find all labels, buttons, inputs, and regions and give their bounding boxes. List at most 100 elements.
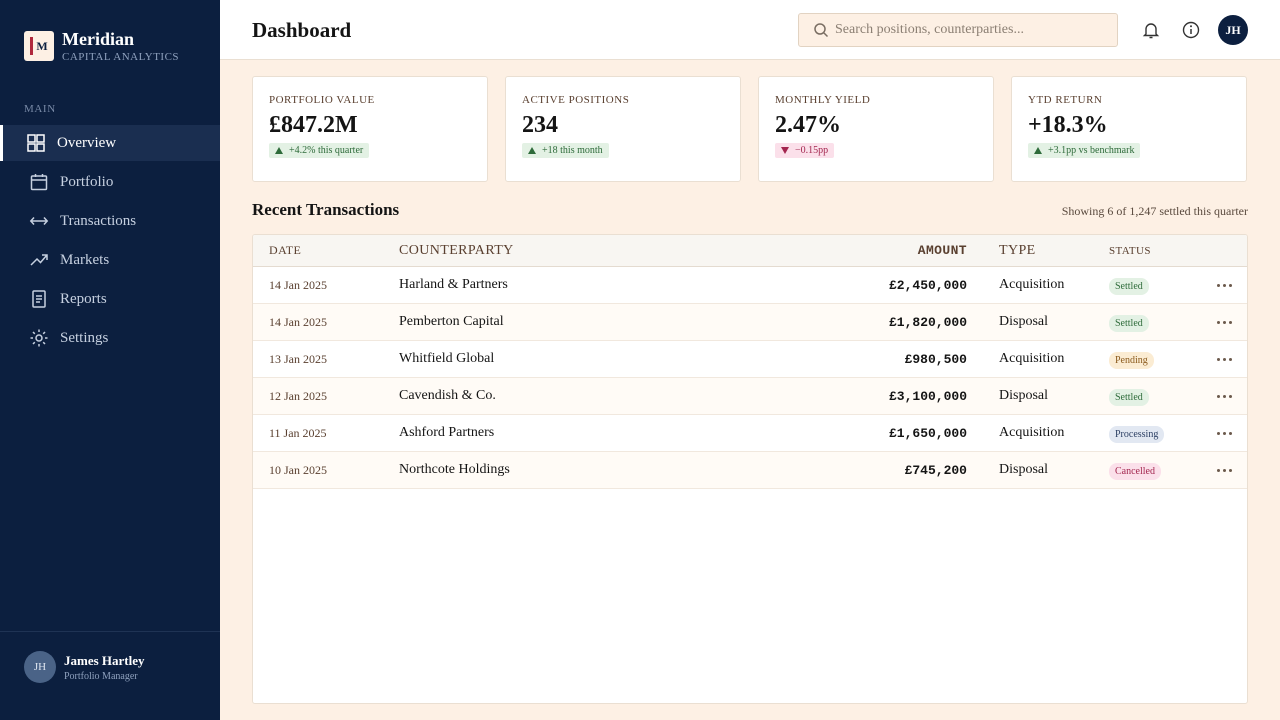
brand-tagline: CAPITAL ANALYTICS xyxy=(62,51,180,63)
type: Disposal xyxy=(999,314,1048,329)
date: 12 Jan 2025 xyxy=(269,388,327,403)
status-badge: Cancelled xyxy=(1109,462,1161,480)
counterparty: Ashford Partners xyxy=(399,425,495,440)
date: 14 Jan 2025 xyxy=(269,314,327,329)
dot xyxy=(1217,394,1220,398)
type: Disposal xyxy=(999,388,1048,403)
row-menu[interactable] xyxy=(1217,320,1232,324)
column-header: COUNTERPARTY xyxy=(399,242,514,258)
nav-icon xyxy=(27,134,45,152)
row-menu[interactable] xyxy=(1217,283,1232,287)
kpi-card: YTD RETURN +18.3% +3.1pp vs benchmark xyxy=(1011,76,1247,182)
table-row: 13 Jan 2025 Whitfield Global £980,500 Acqui… xyxy=(253,341,1247,378)
counterparty: Whitfield Global xyxy=(399,351,495,366)
status-badge: Pending xyxy=(1109,351,1154,369)
user-role: Portfolio Manager xyxy=(64,670,138,682)
amount: £745,200 xyxy=(904,462,967,478)
search[interactable]: Search positions, counterparties... xyxy=(798,13,1118,47)
kpi-delta: +3.1pp vs benchmark xyxy=(1028,143,1141,158)
row-menu[interactable] xyxy=(1217,431,1232,435)
amount: £1,820,000 xyxy=(888,314,967,330)
notifications[interactable] xyxy=(1141,20,1161,40)
brand-name: Meridian xyxy=(62,29,134,49)
status-cell: Cancelled xyxy=(1092,461,1192,480)
nav-item[interactable]: Reports xyxy=(0,281,220,317)
search-icon xyxy=(814,23,829,38)
status-cell: Processing xyxy=(1092,424,1192,443)
nav-label: Settings xyxy=(60,329,109,346)
info[interactable] xyxy=(1181,20,1201,40)
nav-label: Overview xyxy=(57,134,117,151)
nav-item[interactable]: Settings xyxy=(0,320,220,356)
user-name: James Hartley xyxy=(64,652,145,668)
nav-icon xyxy=(30,329,48,347)
status-badge: Settled xyxy=(1109,277,1149,295)
kpi-delta-text: −0.15pp xyxy=(795,145,829,156)
dot xyxy=(1223,431,1226,435)
type: Acquisition xyxy=(999,351,1065,366)
column-header: TYPE xyxy=(999,242,1036,258)
kpi-delta: +18 this month xyxy=(522,143,609,158)
nav: Overview Portfolio Transactions Markets Repo… xyxy=(0,125,220,359)
logo: M xyxy=(24,31,54,61)
kpi-value: 234 xyxy=(522,112,558,138)
status-badge: Settled xyxy=(1109,388,1149,406)
nav-item[interactable]: Portfolio xyxy=(0,164,220,200)
user-panel[interactable]: JH James Hartley Portfolio Manager xyxy=(0,631,220,702)
status-cell: Pending xyxy=(1092,350,1192,369)
table-row: 12 Jan 2025 Cavendish & Co. £3,100,000 Disp… xyxy=(253,378,1247,415)
nav-item[interactable]: Markets xyxy=(0,242,220,278)
dot xyxy=(1223,283,1226,287)
nav-icon xyxy=(30,254,48,266)
section-title: Recent Transactions xyxy=(252,200,400,219)
page-title: Dashboard xyxy=(252,18,352,42)
row-menu[interactable] xyxy=(1217,394,1232,398)
kpi-label: PORTFOLIO VALUE xyxy=(269,94,375,106)
kpi-value: +18.3% xyxy=(1028,112,1108,138)
nav-item[interactable]: Overview xyxy=(0,125,220,161)
brand: M Meridian CAPITAL ANALYTICS xyxy=(24,29,180,63)
nav-label: Reports xyxy=(60,290,107,307)
kpi-label: YTD RETURN xyxy=(1028,94,1103,106)
nav-icon xyxy=(29,216,49,226)
kpi-label: MONTHLY YIELD xyxy=(775,94,871,106)
kpi-card: PORTFOLIO VALUE £847.2M +4.2% this quarter xyxy=(252,76,488,182)
table-row: 14 Jan 2025 Harland & Partners £2,450,000 A… xyxy=(253,267,1247,304)
kpi-row: PORTFOLIO VALUE £847.2M +4.2% this quarter… xyxy=(252,76,1247,182)
table-row: 10 Jan 2025 Northcote Holdings £745,200 Dis… xyxy=(253,452,1247,489)
row-menu[interactable] xyxy=(1217,468,1232,472)
counterparty: Northcote Holdings xyxy=(399,462,510,477)
counterparty: Harland & Partners xyxy=(399,277,508,292)
date: 10 Jan 2025 xyxy=(269,462,327,477)
kpi-delta: −0.15pp xyxy=(775,143,835,158)
kpi-label: ACTIVE POSITIONS xyxy=(522,94,630,106)
table-header: DATE COUNTERPARTY AMOUNT TYPE STATUS xyxy=(253,235,1247,267)
nav-icon xyxy=(32,290,46,308)
dot xyxy=(1229,357,1232,361)
date: 14 Jan 2025 xyxy=(269,277,327,292)
date: 11 Jan 2025 xyxy=(269,425,327,440)
counterparty: Pemberton Capital xyxy=(399,314,504,329)
status-cell: Settled xyxy=(1092,313,1192,332)
user-text: James Hartley Portfolio Manager xyxy=(56,653,145,682)
amount: £1,650,000 xyxy=(888,425,967,441)
nav-item[interactable]: Transactions xyxy=(0,203,220,239)
sidebar: M Meridian CAPITAL ANALYTICS MAIN Overvi… xyxy=(0,0,220,720)
status-badge: Processing xyxy=(1109,425,1165,443)
nav-label: Portfolio xyxy=(60,173,114,190)
nav-label: Markets xyxy=(60,251,110,268)
table-row: 11 Jan 2025 Ashford Partners £1,650,000 Acq… xyxy=(253,415,1247,452)
kpi-value: £847.2M xyxy=(269,112,358,138)
counterparty: Cavendish & Co. xyxy=(399,388,496,403)
dot xyxy=(1217,357,1220,361)
kpi-delta-text: +18 this month xyxy=(542,145,603,156)
dot xyxy=(1223,468,1226,472)
date: 13 Jan 2025 xyxy=(269,351,327,366)
avatar[interactable]: JH xyxy=(1218,15,1248,45)
row-menu[interactable] xyxy=(1217,357,1232,361)
status-cell: Settled xyxy=(1092,387,1192,406)
dot xyxy=(1223,320,1226,324)
topbar: Dashboard Search positions, counterparti… xyxy=(220,0,1280,60)
kpi-value: 2.47% xyxy=(775,112,841,138)
